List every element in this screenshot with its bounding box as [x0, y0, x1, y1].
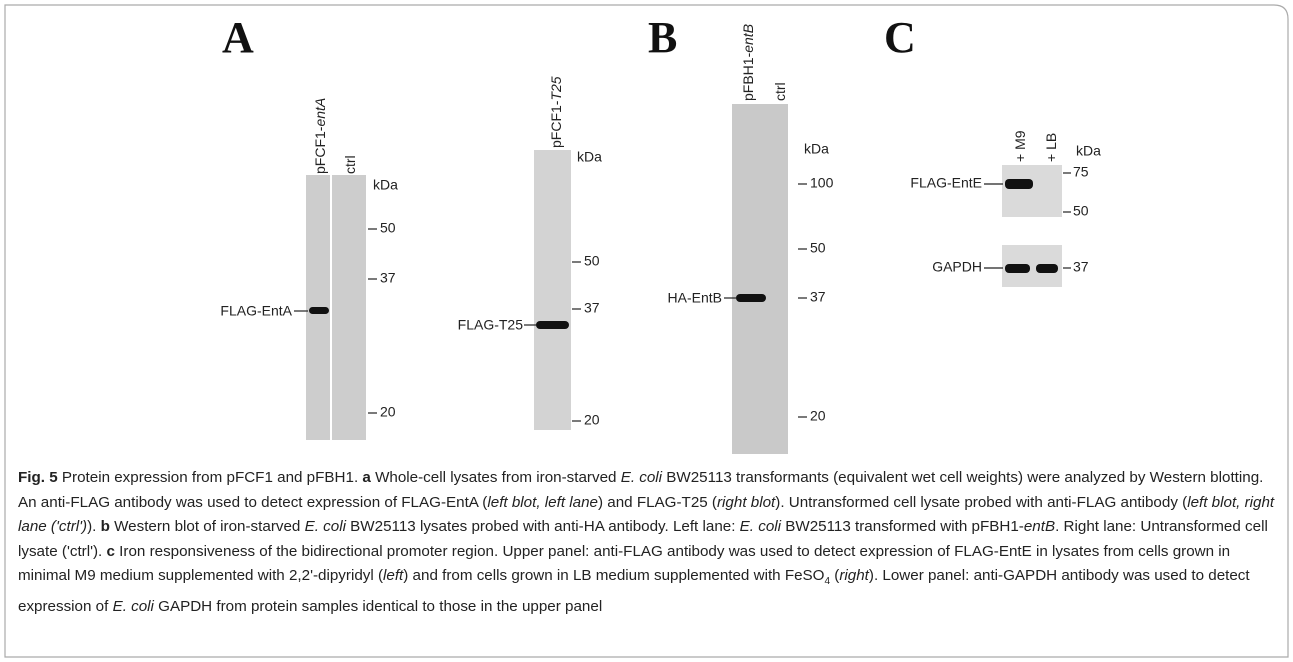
band-label: FLAG-EntA	[220, 303, 292, 319]
band-label: FLAG-T25	[458, 317, 524, 333]
lane-label: ctrl	[342, 155, 358, 174]
caption-segment: Protein expression from pFCF1 and pFBH1.	[58, 469, 363, 486]
lane-label: + M9	[1012, 130, 1028, 162]
marker-label: 50	[1073, 203, 1089, 219]
caption-segment: entB	[1024, 518, 1055, 535]
lane-label: ctrl	[772, 82, 788, 101]
lane-label-part: pFCF1-	[312, 126, 328, 174]
unit-label: kDa	[804, 141, 829, 157]
caption-segment: E. coli	[621, 469, 662, 486]
marker-label: 100	[810, 175, 834, 191]
lane-label-part: ctrl	[772, 82, 788, 101]
caption-segment: E. coli	[740, 518, 781, 535]
caption-segment: BW25113 lysates probed with anti-HA anti…	[346, 518, 740, 535]
marker-label: 37	[584, 300, 600, 316]
caption-segment: right	[839, 567, 869, 584]
caption-segment: b	[101, 518, 110, 535]
marker-label: 50	[584, 253, 600, 269]
band	[1036, 264, 1058, 273]
figure: A pFCF1-entA ctrl kDa 50 37 20 FLAG-EntA…	[0, 0, 1293, 662]
caption-segment: Fig. 5	[18, 469, 58, 486]
marker-label: 50	[810, 240, 826, 256]
band-label: HA-EntB	[668, 290, 722, 306]
caption-segment: ).	[87, 518, 101, 535]
lane-label: pFCF1-entA	[312, 98, 328, 174]
caption-segment: c	[107, 543, 115, 560]
caption: Fig. 5 Protein expression from pFCF1 and…	[18, 466, 1280, 620]
band	[1005, 179, 1033, 189]
lane-label-part: T25	[548, 76, 564, 100]
band	[736, 294, 766, 302]
lane-label-part: + M9	[1012, 130, 1028, 162]
band	[1005, 264, 1030, 273]
unit-label: kDa	[373, 177, 398, 193]
caption-segment: left blot, left lane	[487, 494, 598, 511]
panel-label: B	[648, 13, 677, 62]
lane-label: pFCF1-T25	[548, 76, 564, 148]
caption-segment: left	[383, 567, 403, 584]
caption-segment: BW25113 transformed with pFBH1-	[781, 518, 1024, 535]
blot	[732, 104, 788, 454]
marker-label: 20	[584, 412, 600, 428]
marker-label: 50	[380, 220, 396, 236]
marker-label: 20	[810, 408, 826, 424]
lane-label: + LB	[1043, 133, 1059, 162]
blot	[1002, 165, 1062, 217]
marker-label: 75	[1073, 164, 1089, 180]
caption-segment: Whole-cell lysates from iron-starved	[371, 469, 621, 486]
caption-segment: E. coli	[305, 518, 346, 535]
caption-segment: E. coli	[113, 598, 154, 615]
caption-segment: ). Untransformed cell lysate probed with…	[775, 494, 1187, 511]
marker-label: 37	[380, 270, 396, 286]
caption-segment: (	[830, 567, 839, 584]
caption-segment: ) and FLAG-T25 (	[598, 494, 717, 511]
lane-label-part: entB	[740, 24, 756, 53]
lane-label-part: + LB	[1043, 133, 1059, 162]
lane-label-part: pFCF1-	[548, 100, 564, 148]
band	[536, 321, 569, 329]
unit-label: kDa	[1076, 143, 1101, 159]
band	[309, 307, 329, 314]
caption-segment: Western blot of iron-starved	[110, 518, 305, 535]
marker-label: 37	[810, 289, 826, 305]
lane-label-part: ctrl	[342, 155, 358, 174]
caption-segment: ) and from cells grown in LB medium supp…	[403, 567, 824, 584]
lane-divider	[330, 175, 332, 440]
lane-label-part: entA	[312, 98, 328, 127]
panel-label: A	[222, 13, 254, 62]
band-label: GAPDH	[932, 259, 982, 275]
lane-label-part: pFBH1-	[740, 52, 756, 101]
caption-segment: right blot	[717, 494, 775, 511]
marker-label: 20	[380, 404, 396, 420]
blot	[534, 150, 571, 430]
unit-label: kDa	[577, 149, 602, 165]
lane-label: pFBH1-entB	[740, 24, 756, 101]
band-label: FLAG-EntE	[910, 175, 982, 191]
panel-label: C	[884, 13, 916, 62]
marker-label: 37	[1073, 259, 1089, 275]
caption-segment: a	[362, 469, 370, 486]
caption-segment: GAPDH from protein samples identical to …	[154, 598, 602, 615]
